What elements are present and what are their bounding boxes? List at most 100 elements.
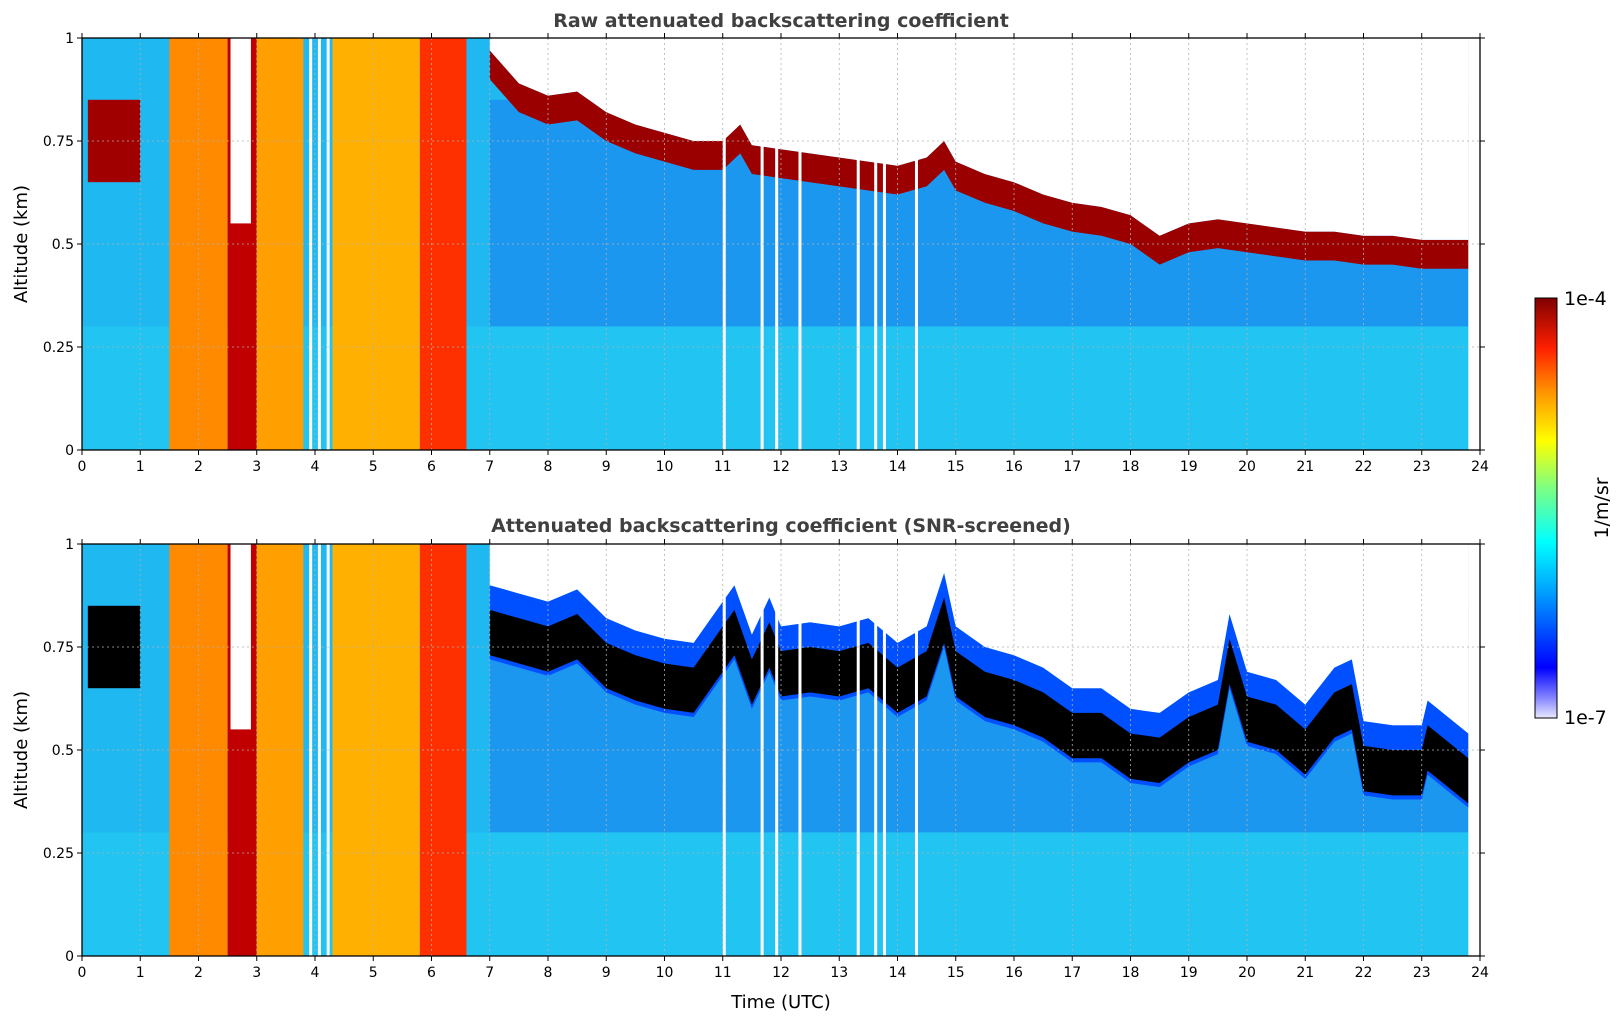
colorbar-min-label: 1e-7 xyxy=(1564,707,1607,729)
x-tick-label: 22 xyxy=(1355,965,1373,981)
x-tick-label: 9 xyxy=(602,459,611,475)
x-tick-label: 16 xyxy=(1005,459,1023,475)
precip-column xyxy=(332,38,420,450)
cloud-layer xyxy=(489,50,1469,269)
data-gap-stripe xyxy=(775,544,779,956)
x-tick-label: 17 xyxy=(1063,459,1081,475)
x-tick-label: 11 xyxy=(714,459,732,475)
x-tick-label: 24 xyxy=(1471,459,1489,475)
missing-data-gap xyxy=(230,544,251,730)
above-cloud-noise-region xyxy=(489,38,1469,240)
x-tick-label: 15 xyxy=(947,965,965,981)
x-tick-label: 11 xyxy=(714,965,732,981)
x-tick-label: 19 xyxy=(1180,965,1198,981)
x-tick-label: 2 xyxy=(194,459,203,475)
y-tick-label: 0.25 xyxy=(43,340,74,356)
data-gap-stripe xyxy=(722,544,726,956)
x-tick-label: 5 xyxy=(369,965,378,981)
x-tick-label: 8 xyxy=(544,965,553,981)
x-tick-label: 1 xyxy=(136,459,145,475)
colorbar-label: 1/m/sr xyxy=(1591,477,1613,538)
panel-title: Raw attenuated backscattering coefficien… xyxy=(553,10,1009,32)
x-tick-label: 8 xyxy=(544,459,553,475)
x-tick-label: 24 xyxy=(1471,965,1489,981)
x-tick-label: 6 xyxy=(427,459,436,475)
x-tick-label: 10 xyxy=(656,965,674,981)
no-data-region xyxy=(1468,38,1480,450)
x-tick-label: 3 xyxy=(252,459,261,475)
x-tick-label: 2 xyxy=(194,965,203,981)
y-axis-label: Altitude (km) xyxy=(11,185,32,303)
data-gap-stripe xyxy=(882,38,886,450)
precip-column xyxy=(332,544,420,956)
panel-screened: Attenuated backscattering coefficient (S… xyxy=(11,515,1489,1013)
data-gap-stripe xyxy=(882,544,886,956)
y-tick-label: 0 xyxy=(65,949,74,965)
x-tick-label: 1 xyxy=(136,965,145,981)
y-axis-ticks: 0 0.25 0.5 0.75 1 xyxy=(43,31,1485,459)
screened-empty-region xyxy=(489,544,1469,734)
x-tick-label: 12 xyxy=(772,459,790,475)
y-tick-label: 1 xyxy=(65,31,74,47)
panel-raw: Raw attenuated backscattering coefficien… xyxy=(11,10,1489,475)
screened-cloud-core xyxy=(489,597,1469,804)
y-axis-ticks: 0 0.25 0.5 0.75 1 xyxy=(43,537,1485,965)
grid-lines xyxy=(82,38,1480,450)
data-gap-stripe xyxy=(317,38,321,450)
x-tick-label: 12 xyxy=(772,965,790,981)
data-gap-stripe xyxy=(874,544,878,956)
x-tick-label: 5 xyxy=(369,459,378,475)
x-axis-ticks: 0 1 2 3 4 5 6 7 8 9 10 11 12 13 14 15 16 17 18 19 20 21 22 23 24 xyxy=(78,539,1489,981)
x-tick-label: 0 xyxy=(78,965,87,981)
data-gap-stripe xyxy=(798,38,802,450)
x-tick-label: 4 xyxy=(311,965,320,981)
y-tick-label: 0.5 xyxy=(52,237,74,253)
data-gap-stripe xyxy=(775,38,779,450)
x-axis-ticks: 0 1 2 3 4 5 6 7 8 9 10 11 12 13 14 15 16 17 18 19 20 21 22 23 24 xyxy=(78,33,1489,475)
data-gap-stripe xyxy=(914,544,918,956)
x-tick-label: 16 xyxy=(1005,965,1023,981)
precip-column xyxy=(256,38,304,450)
x-tick-label: 18 xyxy=(1122,459,1140,475)
data-gap-stripe xyxy=(722,38,726,450)
colorbar-gradient xyxy=(1534,297,1558,719)
x-tick-label: 18 xyxy=(1122,965,1140,981)
no-data-region xyxy=(1468,544,1480,956)
x-tick-label: 10 xyxy=(656,459,674,475)
x-tick-label: 14 xyxy=(889,459,907,475)
x-tick-label: 23 xyxy=(1413,965,1431,981)
x-tick-label: 7 xyxy=(485,459,494,475)
x-tick-label: 13 xyxy=(830,965,848,981)
colorbar: 1e-4 1e-7 1/m/sr xyxy=(1534,288,1613,729)
early-cloud xyxy=(87,605,141,689)
x-tick-label: 0 xyxy=(78,459,87,475)
y-tick-label: 0.75 xyxy=(43,640,74,656)
data-gap-stripe xyxy=(317,544,321,956)
x-tick-label: 20 xyxy=(1238,459,1256,475)
x-tick-label: 20 xyxy=(1238,965,1256,981)
data-gap-stripe xyxy=(874,38,878,450)
y-tick-label: 0.25 xyxy=(43,846,74,862)
data-gap-stripe xyxy=(798,544,802,956)
data-gap-stripe xyxy=(309,544,313,956)
x-tick-label: 21 xyxy=(1296,965,1314,981)
precip-column xyxy=(256,544,304,956)
x-tick-label: 3 xyxy=(252,965,261,981)
x-tick-label: 21 xyxy=(1296,459,1314,475)
x-tick-label: 4 xyxy=(311,459,320,475)
y-tick-label: 0.5 xyxy=(52,743,74,759)
x-tick-label: 9 xyxy=(602,965,611,981)
x-tick-label: 23 xyxy=(1413,459,1431,475)
colorbar-max-label: 1e-4 xyxy=(1564,288,1607,310)
y-tick-label: 0 xyxy=(65,443,74,459)
y-axis-label: Altitude (km) xyxy=(11,691,32,809)
x-tick-label: 19 xyxy=(1180,459,1198,475)
x-tick-label: 7 xyxy=(485,965,494,981)
y-tick-label: 0.75 xyxy=(43,134,74,150)
x-tick-label: 15 xyxy=(947,459,965,475)
x-tick-label: 17 xyxy=(1063,965,1081,981)
missing-data-gap xyxy=(230,38,251,224)
x-tick-label: 14 xyxy=(889,965,907,981)
panel-title: Attenuated backscattering coefficient (S… xyxy=(491,515,1071,537)
